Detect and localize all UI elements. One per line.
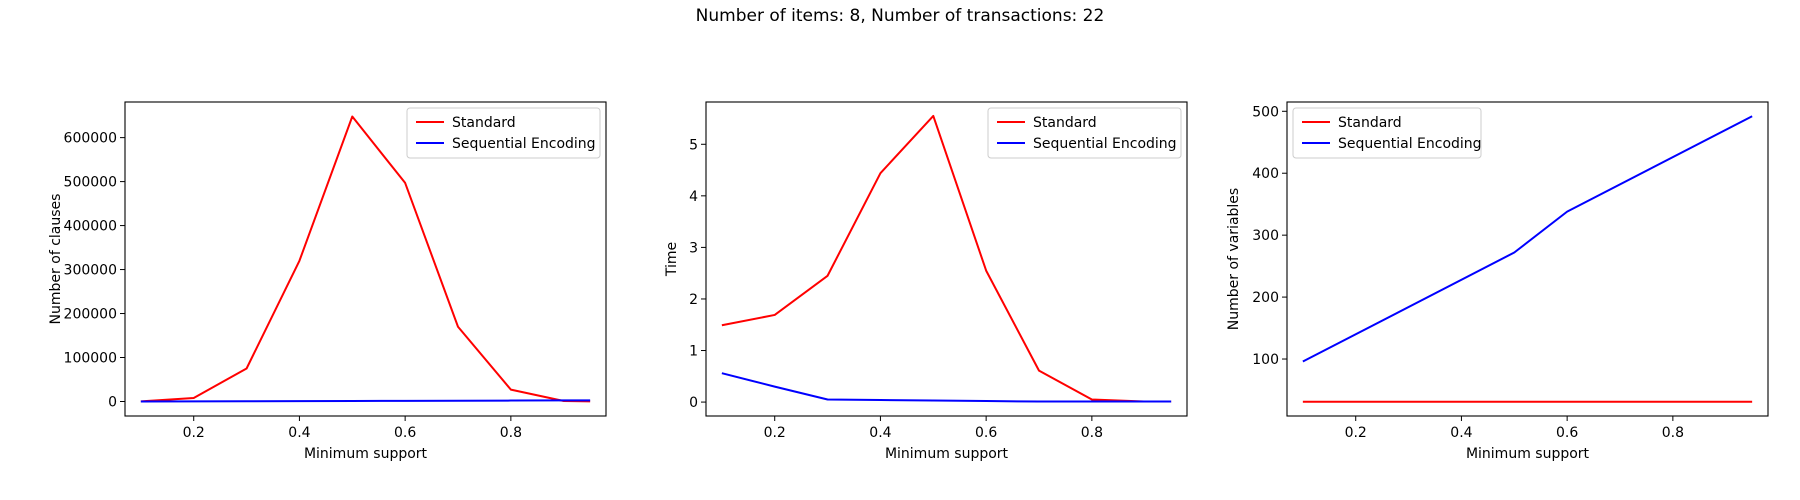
clauses-y-tick-label: 400000 [64, 219, 117, 235]
variables-series-line-sequential-encoding [1302, 115, 1753, 363]
time-legend-entry: Standard [1033, 115, 1097, 131]
variables-axes-frame [1286, 101, 1769, 417]
time-legend: Standard Sequential Encoding [987, 107, 1182, 159]
time-y-tick-label: 1 [689, 344, 698, 360]
clauses-legend: Standard Sequential Encoding [406, 107, 601, 159]
clauses-y-tick-label: 100000 [64, 351, 117, 367]
clauses-x-tick-label: 0.2 [183, 425, 205, 441]
variables-x-tick-label: 0.2 [1345, 425, 1367, 441]
time-x-tick-label: 0.8 [1081, 425, 1103, 441]
time-series-line-sequential-encoding [721, 372, 1172, 403]
clauses-y-tick-label: 300000 [64, 263, 117, 279]
clauses-legend-entry: Sequential Encoding [452, 136, 596, 152]
time-legend-box [987, 107, 1182, 159]
clauses-x-tick-label: 0.6 [394, 425, 416, 441]
time-y-tick-label: 5 [689, 137, 698, 153]
time-x-tick-label: 0.6 [975, 425, 997, 441]
time-legend-entry: Sequential Encoding [1033, 136, 1177, 152]
clauses-y-tick-label: 600000 [64, 131, 117, 147]
time-x-tick-label: 0.2 [764, 425, 786, 441]
variables-legend-box [1292, 107, 1482, 159]
clauses-series-line-sequential-encoding [140, 399, 591, 403]
clauses-x-axis-label: Minimum support [304, 446, 428, 462]
variables-x-tick-label: 0.6 [1556, 425, 1578, 441]
time-axes-frame [705, 101, 1188, 417]
variables-legend: Standard Sequential Encoding [1292, 107, 1482, 159]
time-x-tick-label: 0.4 [869, 425, 891, 441]
variables-legend-entry: Standard [1338, 115, 1402, 131]
clauses-y-axis-label: Number of clauses [48, 194, 64, 325]
time-y-tick-label: 3 [689, 240, 698, 256]
variables-y-tick-label: 200 [1252, 290, 1279, 306]
clauses-legend-entry: Standard [452, 115, 516, 131]
time-y-tick-label: 0 [689, 395, 698, 411]
clauses-axes-frame [124, 101, 607, 417]
variables-y-tick-label: 300 [1252, 228, 1279, 244]
figure-title: Number of items: 8, Number of transactio… [695, 6, 1105, 26]
time-y-axis-label: Time [664, 242, 680, 277]
variables-y-tick-label: 500 [1252, 104, 1279, 120]
time-y-tick-label: 2 [689, 292, 698, 308]
clauses-y-tick-label: 0 [108, 394, 117, 410]
clauses-y-tick-label: 200000 [64, 307, 117, 323]
clauses-y-tick-label: 500000 [64, 175, 117, 191]
time-series-line-standard [721, 114, 1172, 403]
variables-x-tick-label: 0.4 [1450, 425, 1472, 441]
time-y-tick-label: 4 [689, 189, 698, 205]
time-x-axis-label: Minimum support [885, 446, 1009, 462]
clauses-series-line-standard [140, 115, 591, 403]
variables-legend-entry: Sequential Encoding [1338, 136, 1482, 152]
variables-x-tick-label: 0.8 [1662, 425, 1684, 441]
variables-y-axis-label: Number of variables [1226, 188, 1242, 330]
variables-x-axis-label: Minimum support [1466, 446, 1590, 462]
clauses-legend-box [406, 107, 601, 159]
variables-y-tick-label: 400 [1252, 166, 1279, 182]
clauses-x-tick-label: 0.4 [288, 425, 310, 441]
variables-y-tick-label: 100 [1252, 352, 1279, 368]
clauses-x-tick-label: 0.8 [500, 425, 522, 441]
